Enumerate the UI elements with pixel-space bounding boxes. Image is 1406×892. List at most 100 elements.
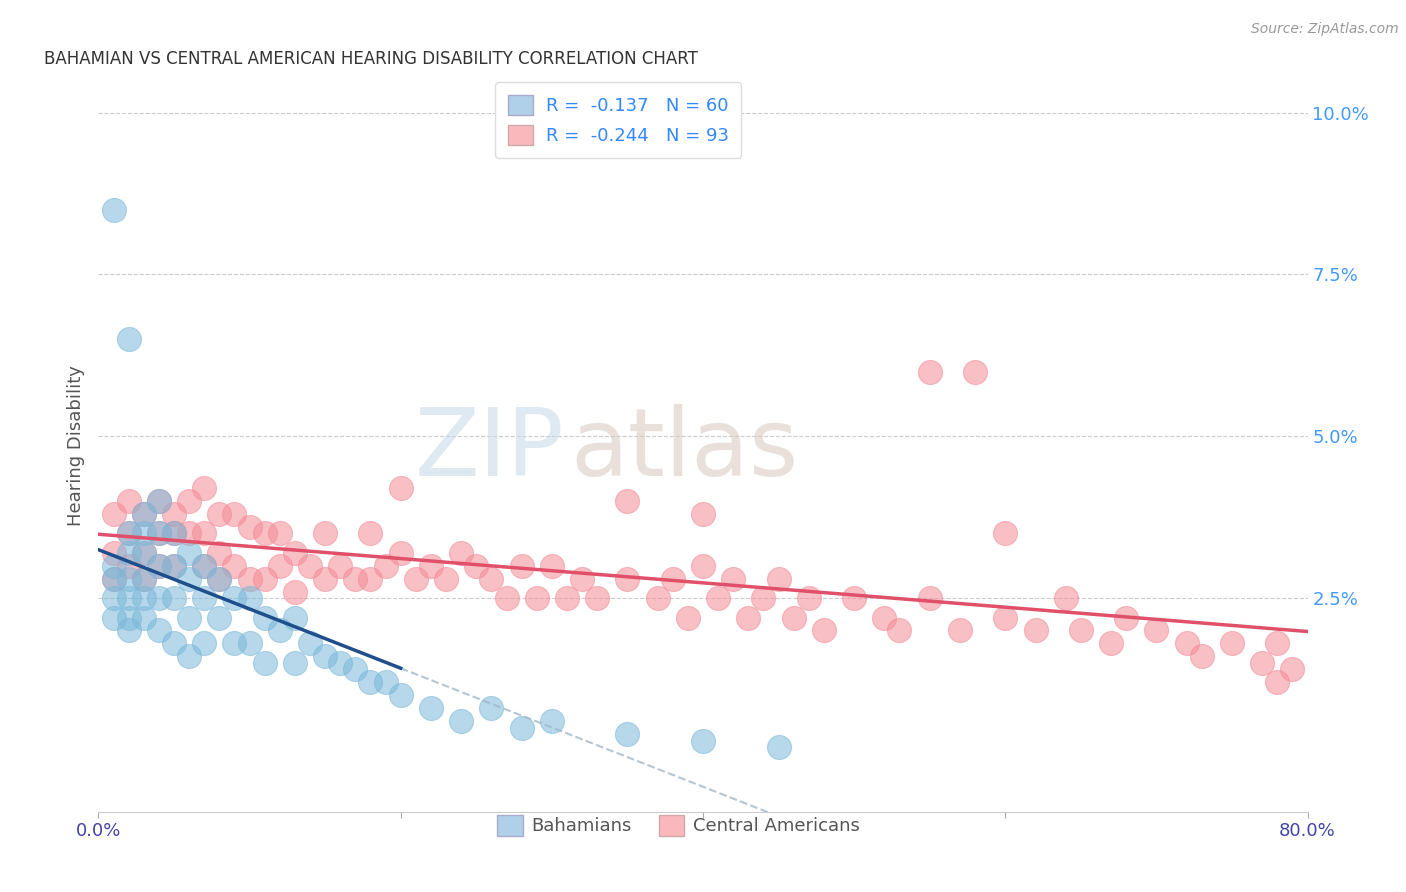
Point [692, 507, 714, 521]
Point [118, 558, 141, 573]
Point [752, 591, 775, 606]
Point [163, 526, 186, 541]
Point [224, 507, 246, 521]
Point [1115, 610, 1137, 624]
Text: Source: ZipAtlas.com: Source: ZipAtlas.com [1251, 22, 1399, 37]
Point [1267, 636, 1289, 650]
Point [299, 636, 322, 650]
Point [118, 526, 141, 541]
Point [239, 572, 262, 586]
Point [661, 572, 683, 586]
Point [103, 572, 125, 586]
Point [193, 558, 215, 573]
Point [405, 572, 427, 586]
Point [450, 546, 472, 560]
Point [965, 365, 987, 379]
Point [1054, 591, 1077, 606]
Point [360, 572, 382, 586]
Point [374, 558, 396, 573]
Point [179, 649, 201, 664]
Point [208, 572, 231, 586]
Point [360, 526, 382, 541]
Point [239, 591, 262, 606]
Point [692, 558, 714, 573]
Point [844, 591, 866, 606]
Text: ZIP: ZIP [415, 404, 564, 496]
Point [540, 714, 562, 728]
Point [253, 526, 276, 541]
Point [132, 507, 155, 521]
Point [555, 591, 578, 606]
Point [1024, 624, 1046, 638]
Point [918, 591, 941, 606]
Point [420, 701, 443, 715]
Point [148, 526, 170, 541]
Point [344, 572, 367, 586]
Point [723, 572, 745, 586]
Point [314, 572, 336, 586]
Point [224, 636, 246, 650]
Point [329, 656, 352, 670]
Point [118, 624, 141, 638]
Point [163, 636, 186, 650]
Point [208, 610, 231, 624]
Point [540, 558, 562, 573]
Point [647, 591, 669, 606]
Point [148, 624, 170, 638]
Point [118, 572, 141, 586]
Point [465, 558, 488, 573]
Text: BAHAMIAN VS CENTRAL AMERICAN HEARING DISABILITY CORRELATION CHART: BAHAMIAN VS CENTRAL AMERICAN HEARING DIS… [44, 50, 697, 68]
Point [994, 610, 1017, 624]
Point [193, 636, 215, 650]
Point [132, 572, 155, 586]
Point [148, 558, 170, 573]
Point [692, 733, 714, 747]
Point [360, 675, 382, 690]
Point [208, 507, 231, 521]
Point [314, 526, 336, 541]
Point [118, 591, 141, 606]
Point [132, 610, 155, 624]
Point [239, 520, 262, 534]
Point [103, 558, 125, 573]
Point [193, 558, 215, 573]
Point [179, 494, 201, 508]
Point [103, 591, 125, 606]
Point [526, 591, 548, 606]
Point [103, 572, 125, 586]
Point [1220, 636, 1243, 650]
Point [420, 558, 443, 573]
Point [208, 572, 231, 586]
Point [284, 610, 307, 624]
Point [103, 610, 125, 624]
Point [797, 591, 820, 606]
Point [616, 572, 638, 586]
Point [314, 649, 336, 664]
Point [510, 721, 533, 735]
Point [676, 610, 699, 624]
Point [571, 572, 593, 586]
Point [163, 558, 186, 573]
Point [918, 365, 941, 379]
Point [253, 656, 276, 670]
Point [1070, 624, 1092, 638]
Point [253, 572, 276, 586]
Point [179, 546, 201, 560]
Point [284, 546, 307, 560]
Point [707, 591, 730, 606]
Point [148, 494, 170, 508]
Point [118, 610, 141, 624]
Point [737, 610, 759, 624]
Point [344, 662, 367, 676]
Point [768, 739, 790, 754]
Point [224, 558, 246, 573]
Point [389, 481, 412, 495]
Point [299, 558, 322, 573]
Point [179, 526, 201, 541]
Point [1191, 649, 1213, 664]
Point [148, 494, 170, 508]
Point [450, 714, 472, 728]
Point [481, 572, 503, 586]
Point [103, 546, 125, 560]
Point [193, 526, 215, 541]
